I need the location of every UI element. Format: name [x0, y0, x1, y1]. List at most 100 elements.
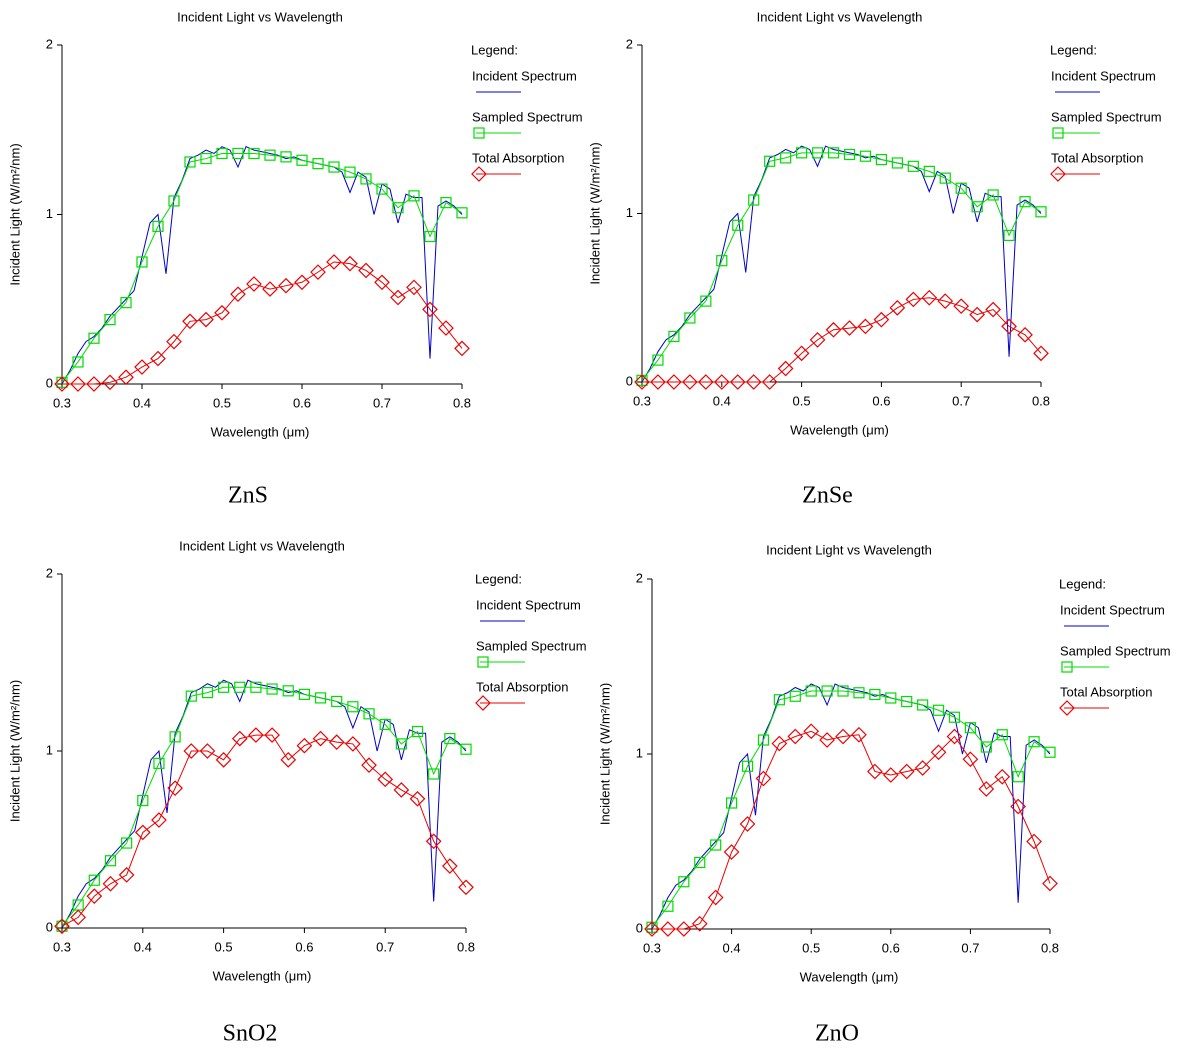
diamond-marker	[978, 781, 995, 797]
diamond-marker	[182, 313, 198, 330]
square-marker	[971, 201, 983, 213]
y-tick-label: 2	[46, 565, 53, 580]
y-axis-label: Incident Light (W/m²/nm)	[7, 680, 22, 822]
square-marker	[1012, 771, 1024, 783]
x-tick-label: 0.8	[1032, 393, 1050, 408]
square-marker	[932, 704, 945, 716]
square-marker	[821, 685, 833, 697]
y-axis-label: Incident Light (W/m²/nm)	[597, 683, 612, 825]
square-marker	[980, 741, 992, 753]
diamond-marker	[921, 289, 938, 306]
diamond-marker	[199, 743, 216, 759]
diamond-marker	[882, 767, 899, 783]
x-tick-label: 0.4	[713, 393, 731, 408]
square-marker	[376, 183, 388, 195]
y-tick-label: 0	[626, 373, 633, 388]
square-marker	[201, 686, 214, 699]
x-tick-label: 0.3	[643, 940, 661, 955]
square-marker	[710, 839, 722, 851]
square-marker	[120, 297, 132, 309]
legend-label: Incident Spectrum	[1060, 602, 1165, 617]
square-marker	[1019, 196, 1031, 208]
x-tick-label: 0.8	[457, 939, 475, 954]
y-tick-label: 0	[46, 375, 53, 390]
x-tick-label: 0.3	[633, 393, 651, 408]
diamond-marker	[231, 730, 248, 747]
square-marker	[748, 194, 760, 206]
square-marker	[955, 182, 967, 194]
diamond-marker	[326, 254, 342, 270]
square-marker	[72, 356, 84, 368]
diamond-marker	[644, 921, 660, 937]
square-marker	[1003, 229, 1015, 242]
square-marker	[1035, 206, 1047, 218]
square-marker	[136, 256, 148, 268]
x-axis-label: Wavelength (μm)	[211, 424, 310, 439]
y-axis-label: Incident Light (W/m²/nm)	[587, 142, 602, 284]
diamond-marker	[857, 318, 874, 335]
diamond-marker	[454, 340, 470, 357]
diamond-marker	[1010, 798, 1027, 815]
square-marker	[907, 160, 919, 172]
diamond-marker	[994, 768, 1011, 785]
square-marker	[347, 701, 359, 713]
y-tick-label: 0	[636, 920, 643, 935]
series-line	[651, 683, 1051, 930]
square-marker	[964, 722, 977, 734]
x-tick-label: 0.3	[53, 395, 71, 410]
y-tick-label: 1	[636, 745, 643, 760]
diamond-marker	[873, 311, 890, 328]
diamond-marker	[697, 374, 714, 390]
square-marker	[694, 856, 706, 869]
diamond-marker	[707, 889, 724, 906]
x-tick-label: 0.6	[872, 393, 890, 408]
y-tick-label: 1	[46, 742, 53, 757]
series-line	[652, 730, 1051, 930]
diamond-marker	[889, 300, 906, 316]
square-marker	[137, 794, 149, 807]
square-marker	[314, 692, 327, 704]
square-marker	[843, 148, 856, 161]
square-marker	[168, 195, 180, 207]
diamond-marker	[377, 771, 394, 788]
square-marker	[248, 147, 260, 160]
square-marker	[121, 837, 133, 849]
square-marker	[853, 687, 865, 699]
caption: ZnO	[815, 1021, 859, 1047]
diamond-marker	[937, 293, 954, 309]
square-marker	[684, 312, 696, 324]
diamond-marker	[985, 301, 1001, 318]
square-marker	[859, 150, 872, 162]
diamond-marker	[166, 333, 182, 350]
square-marker	[344, 166, 356, 178]
square-marker	[56, 920, 68, 932]
legend-label: Total Absorption	[472, 150, 565, 165]
diamond-marker	[312, 730, 329, 747]
diamond-marker	[713, 374, 730, 390]
diamond-marker	[793, 345, 810, 362]
square-marker	[987, 189, 999, 201]
diamond-marker	[803, 723, 820, 740]
diamond-marker	[739, 816, 756, 832]
legend-title: Legend:	[475, 571, 522, 586]
series-line	[61, 152, 463, 383]
square-marker	[264, 149, 276, 161]
square-marker	[473, 127, 485, 139]
diamond-marker	[1042, 875, 1058, 892]
square-marker	[88, 874, 100, 886]
diamond-marker	[54, 918, 70, 935]
legend-label: Incident Spectrum	[472, 68, 577, 83]
x-tick-label: 0.5	[213, 395, 231, 410]
diamond-marker	[248, 727, 264, 743]
square-marker	[668, 330, 680, 343]
square-marker	[266, 683, 278, 695]
diamond-marker	[167, 780, 183, 797]
square-marker	[312, 158, 324, 170]
square-marker	[773, 694, 785, 706]
square-marker	[477, 656, 489, 668]
square-marker	[200, 152, 212, 165]
diamond-marker	[183, 743, 200, 759]
diamond-marker	[1026, 833, 1042, 850]
square-marker	[395, 738, 407, 750]
caption: ZnS	[228, 483, 268, 509]
